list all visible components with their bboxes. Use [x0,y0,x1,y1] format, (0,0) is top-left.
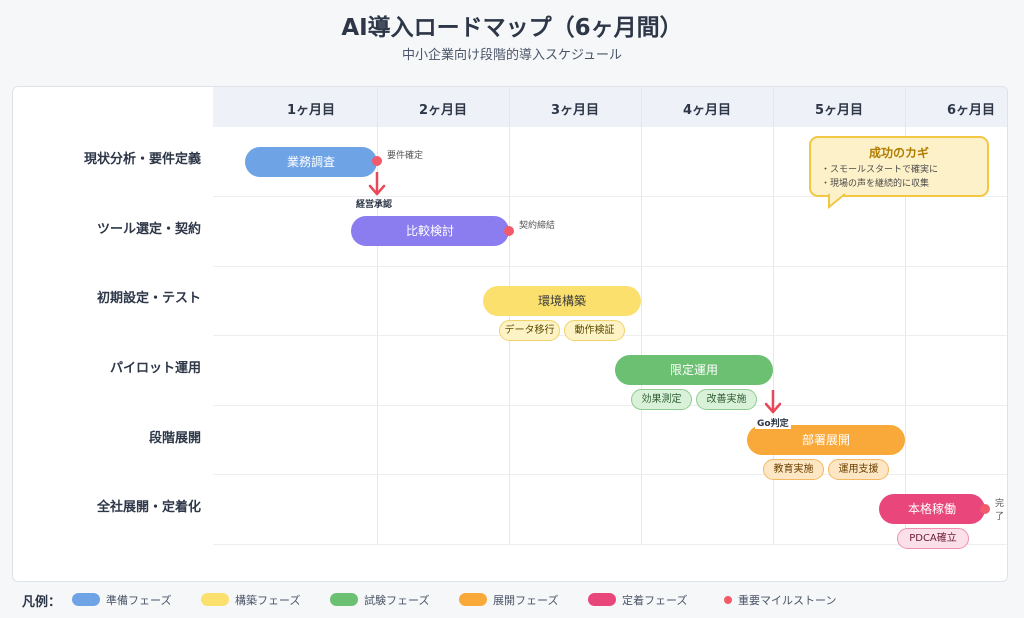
callout-item: ・スモールスタートで確実に [821,165,939,175]
milestone-dot [980,504,990,514]
month-6: 6ヶ月目 [946,103,996,118]
subtask-chip: 効果測定 [631,389,692,410]
approval-arrow-icon [368,172,386,196]
row-divider [213,474,1007,475]
callout-pointer [828,193,846,209]
row-divider [213,196,1007,197]
success-key-callout: 成功のカギ ・スモールスタートで確実に ・現場の声を継続的に収集 [809,136,989,197]
legend-label: 重要マイルストーン [738,594,837,607]
phase-label-pilot: パイロット運用 [109,361,201,376]
go-decision-arrow-icon [764,390,782,414]
subtask-chip: データ移行 [499,320,560,341]
task-bar-department-rollout: 部署展開 [747,425,905,455]
legend-label: 試験フェーズ [364,594,430,607]
milestone-dot [504,226,514,236]
phase-label-adoption: 全社展開・定着化 [96,500,201,515]
callout-item: ・現場の声を継続的に収集 [821,179,930,189]
milestone-label-complete: 完了 [995,499,1005,522]
grid-line [905,87,906,545]
phase-label-setup: 初期設定・テスト [96,291,201,306]
month-4: 4ヶ月目 [682,103,732,118]
row-divider [213,405,1007,406]
legend-label: 展開フェーズ [493,594,559,607]
legend-swatch [588,593,616,606]
legend-swatch [459,593,487,606]
gantt-panel: 1ヶ月目 2ヶ月目 3ヶ月目 4ヶ月目 5ヶ月目 6ヶ月目 現状分析・要件定義 … [12,86,1008,582]
legend-label: 準備フェーズ [106,594,172,607]
milestone-label-requirements: 要件確定 [387,151,424,161]
grid-line [509,87,510,545]
row-divider [213,266,1007,267]
month-3: 3ヶ月目 [550,103,600,118]
legend-swatch [72,593,100,606]
task-bar-limited-operation: 限定運用 [615,355,773,385]
task-bar-comparison: 比較検討 [351,216,509,246]
task-bar-full-operation: 本格稼働 [879,494,985,524]
page-subtitle: 中小企業向け段階的導入スケジュール [401,48,623,63]
row-divider [213,544,1007,545]
legend: 凡例： 準備フェーズ 構築フェーズ 試験フェーズ 展開フェーズ 定着フェーズ 重… [0,590,1024,610]
grid-line [377,87,378,545]
subtask-chip: 改善実施 [696,389,757,410]
task-bar-environment: 環境構築 [483,286,641,316]
month-2: 2ヶ月目 [418,103,468,118]
legend-label: 構築フェーズ [235,594,301,607]
legend-milestone-dot [724,596,732,604]
page-title: AI導入ロードマップ（6ヶ月間） [341,15,683,41]
legend-title: 凡例： [22,595,62,610]
phase-label-rollout: 段階展開 [148,431,201,446]
milestone-dot [372,156,382,166]
month-5: 5ヶ月目 [814,103,864,118]
subtask-chip: PDCA確立 [897,528,969,549]
phase-label-analysis: 現状分析・要件定義 [83,152,201,167]
phase-label-selection: ツール選定・契約 [96,222,201,237]
legend-label: 定着フェーズ [622,594,688,607]
task-bar-survey: 業務調査 [245,147,377,177]
grid-line [641,87,642,545]
milestone-label-go: Go判定 [755,416,791,429]
month-header [213,87,1007,127]
subtask-chip: 運用支援 [828,459,889,480]
milestone-label-contract: 契約締結 [519,221,556,231]
subtask-chip: 教育実施 [763,459,824,480]
subtask-chip: 動作検証 [564,320,625,341]
callout-title: 成功のカギ [868,146,929,160]
legend-swatch [201,593,229,606]
month-1: 1ヶ月目 [286,103,336,118]
milestone-label-approval: 経営承認 [356,200,393,210]
grid-line [773,87,774,545]
legend-swatch [330,593,358,606]
